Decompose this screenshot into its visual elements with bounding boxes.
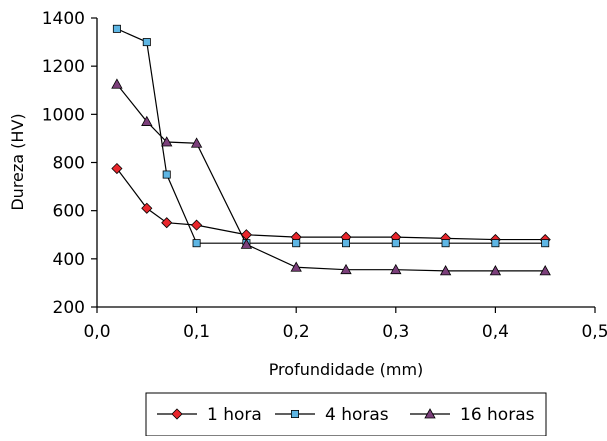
y-tick-label: 200 — [53, 298, 85, 318]
data-point-series-3 — [390, 263, 402, 275]
axes — [96, 18, 595, 308]
data-point-series-2 — [292, 239, 301, 248]
x-tick-label: 0,2 — [283, 322, 310, 342]
legend: 1 hora 4 horas 16 horas — [145, 392, 547, 437]
legend-label-1: 1 hora — [207, 405, 262, 425]
x-tick-label: 0,3 — [382, 322, 409, 342]
legend-marker-1 — [171, 408, 183, 420]
data-point-series-2 — [112, 24, 121, 33]
legend-marker-3 — [424, 408, 436, 419]
data-point-series-3 — [240, 238, 253, 249]
y-tick-label: 1200 — [42, 57, 85, 77]
data-point-series-3 — [489, 265, 502, 276]
y-axis-title: Dureza (HV) — [8, 113, 27, 210]
data-point-series-3 — [190, 137, 203, 148]
x-axis-title: Profundidade (mm) — [269, 360, 424, 379]
y-tick-label: 400 — [53, 250, 85, 270]
x-tick-label: 0,1 — [183, 322, 210, 342]
data-point-series-2 — [142, 38, 151, 47]
y-tick-label: 800 — [53, 154, 85, 174]
data-point-series-2 — [162, 170, 171, 179]
data-point-series-2 — [391, 239, 400, 248]
x-tick-label: 0,0 — [83, 322, 110, 342]
x-tick-label: 0,4 — [482, 322, 509, 342]
data-point-series-1 — [141, 202, 153, 214]
data-point-series-3 — [161, 136, 173, 147]
series-lines — [116, 28, 546, 272]
series-line-1 — [116, 168, 546, 241]
data-point-series-1 — [111, 162, 123, 175]
data-point-series-3 — [290, 261, 302, 272]
data-point-series-3 — [340, 263, 352, 275]
y-tick-label: 1400 — [42, 9, 85, 29]
data-point-series-2 — [541, 239, 550, 248]
data-point-series-2 — [192, 239, 201, 248]
data-point-series-1 — [161, 217, 173, 229]
data-point-series-3 — [141, 115, 153, 126]
y-tick-label: 1000 — [42, 105, 85, 125]
ticks: 0,0 0,1 0,2 0,3 0,4 0,5 200 400 600 800 1000 1200 14… — [42, 9, 607, 342]
x-tick-label: 0,5 — [581, 322, 607, 342]
data-point-series-3 — [111, 78, 123, 89]
series-line-2 — [116, 28, 546, 244]
y-tick-label: 600 — [53, 202, 85, 222]
data-point-series-2 — [491, 239, 500, 248]
legend-label-2: 4 horas — [325, 405, 389, 425]
data-point-series-2 — [441, 239, 450, 248]
data-point-series-3 — [539, 265, 551, 276]
data-point-series-2 — [341, 239, 350, 248]
series-markers — [111, 24, 551, 276]
data-point-series-3 — [439, 265, 452, 276]
legend-box — [145, 392, 547, 437]
legend-marker-2 — [290, 409, 299, 418]
legend-items: 1 hora 4 horas 16 horas — [157, 405, 535, 425]
data-point-series-1 — [191, 219, 203, 231]
legend-label-3: 16 horas — [460, 405, 535, 425]
